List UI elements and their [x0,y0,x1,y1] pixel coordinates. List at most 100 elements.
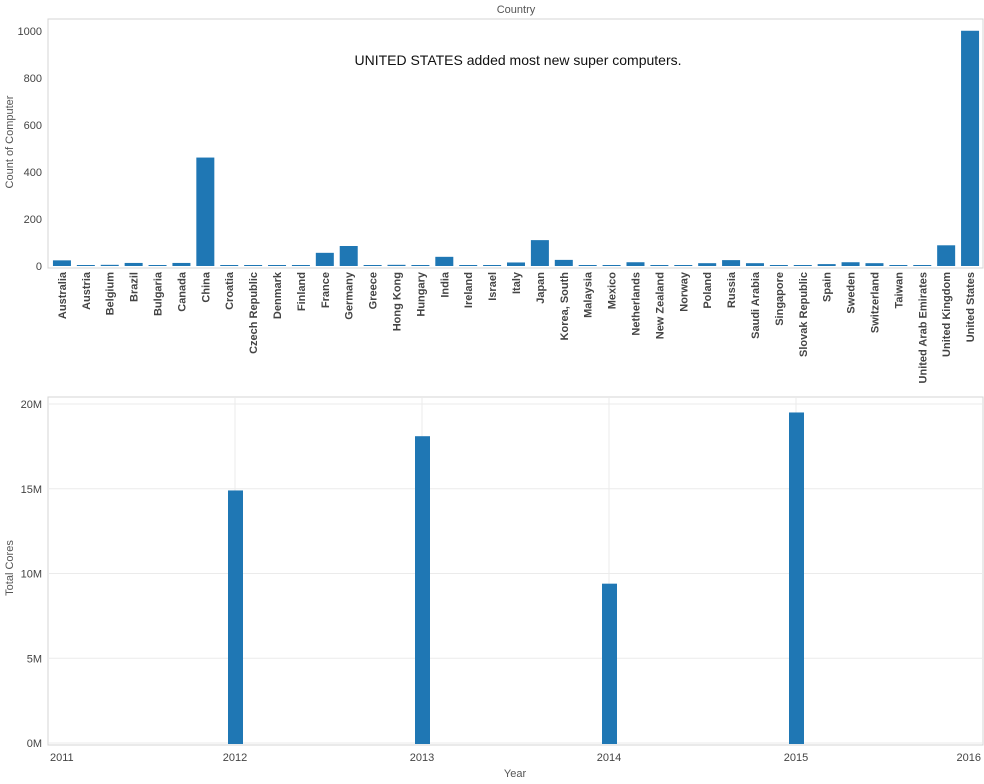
bar[interactable] [220,265,239,266]
y-tick-label: 0 [36,261,42,273]
x-tick-label: 2016 [957,752,981,764]
bar[interactable] [961,30,980,267]
x-tick-label: Denmark [272,271,284,319]
x-tick-label: China [200,271,212,302]
bar[interactable] [674,265,693,266]
bar[interactable] [865,263,884,266]
bar[interactable] [339,246,358,266]
bar[interactable] [507,262,525,266]
bar[interactable] [769,265,788,266]
x-tick-label: Italy [511,271,523,294]
x-tick-label: 2014 [597,752,621,764]
chart1-y-axis-title: Count of Computer [4,95,16,188]
bar[interactable] [100,264,119,266]
y-tick-label: 800 [24,73,42,85]
bar[interactable] [268,265,287,266]
y-tick-label: 20M [21,399,42,411]
bar[interactable] [196,157,215,266]
y-tick-label: 15M [21,484,42,496]
chart2-y-axis-title: Total Cores [4,540,16,596]
x-tick-label: Hungary [415,271,427,317]
x-tick-label: Korea, South [559,272,571,341]
bar[interactable] [435,256,454,266]
bar[interactable] [52,260,71,266]
bar[interactable] [650,265,669,266]
bar[interactable] [722,260,741,266]
chart2-frame [47,396,984,746]
x-tick-label: Russia [726,271,738,308]
x-tick-label: 2015 [784,752,808,764]
x-tick-label: Australia [57,271,69,319]
bar[interactable] [889,265,908,266]
y-tick-label: 10M [21,569,42,581]
x-tick-label: Slovak Republic [798,272,810,357]
bar[interactable] [530,240,549,266]
x-tick-label: Belgium [105,272,117,316]
bar[interactable] [554,259,573,266]
bar[interactable] [76,265,95,266]
bar[interactable] [789,412,804,744]
x-tick-label: Malaysia [583,271,595,318]
x-tick-label: Singapore [774,272,786,326]
chart1-frame [47,18,984,269]
bar[interactable] [415,436,430,744]
bar[interactable] [793,265,812,266]
y-tick-label: 5M [27,653,42,665]
x-tick-label: 2012 [223,752,247,764]
x-tick-label: Croatia [224,271,236,310]
bar[interactable] [172,262,191,266]
bar[interactable] [578,265,597,266]
bar[interactable] [411,265,430,266]
x-tick-label: New Zealand [654,272,666,339]
x-tick-label: United Kingdom [941,272,953,357]
x-tick-label: Saudi Arabia [750,271,762,339]
y-tick-label: 200 [24,214,42,226]
bar[interactable] [244,265,263,266]
x-tick-label: Netherlands [630,272,642,336]
bar[interactable] [459,265,478,266]
bar[interactable] [626,262,645,266]
bar[interactable] [602,265,621,266]
x-tick-label: Norway [678,271,690,312]
chart2-x-axis-title: Year [504,768,527,780]
bar[interactable] [315,252,334,266]
x-tick-label: Mexico [607,272,619,310]
bar[interactable] [124,262,143,266]
bar[interactable] [913,265,932,266]
bar[interactable] [228,490,243,744]
bar[interactable] [387,264,406,266]
x-tick-label: Israel [487,272,499,301]
x-tick-label: Spain [822,272,834,302]
x-tick-label: Taiwan [893,272,905,309]
y-tick-label: 0M [27,738,42,750]
x-tick-label: Greece [368,272,380,309]
bar[interactable] [698,263,717,266]
bar[interactable] [148,265,167,266]
x-tick-label: Ireland [463,272,475,308]
chart1-title: Country [497,4,536,16]
x-tick-label: Brazil [129,272,141,302]
x-tick-label: Poland [702,272,714,309]
country-bar-chart: Country Count of Computer UNITED STATES … [4,4,984,383]
y-tick-label: 1000 [18,26,42,38]
bar[interactable] [745,263,764,266]
x-tick-label: Hong Kong [392,272,404,331]
x-tick-label: Germany [344,271,356,320]
x-tick-label: Sweden [846,272,858,314]
x-tick-label: Finland [296,272,308,311]
x-tick-label: Czech Republic [248,272,260,354]
bar[interactable] [817,264,836,266]
x-tick-label: United States [965,272,977,342]
x-tick-label: Austria [81,271,93,310]
bar[interactable] [937,245,956,266]
x-tick-label: Switzerland [869,272,881,333]
bar[interactable] [841,262,860,266]
x-tick-label: India [439,271,451,298]
bar[interactable] [363,265,382,266]
bar[interactable] [483,265,502,266]
x-tick-label: 2011 [50,752,74,764]
bar[interactable] [602,583,617,744]
x-tick-label: Japan [535,272,547,304]
bar[interactable] [291,265,310,266]
